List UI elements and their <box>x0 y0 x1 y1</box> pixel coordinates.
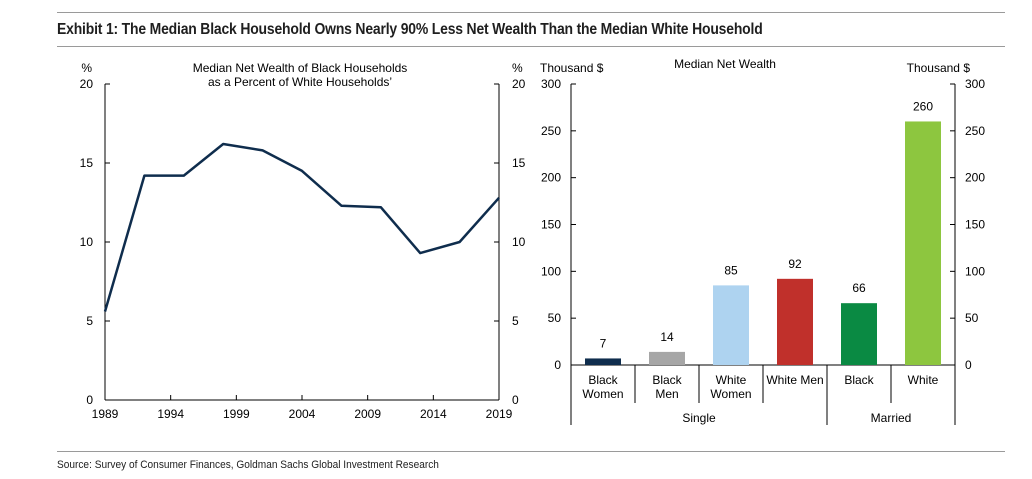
source-note: Source: Survey of Consumer Finances, Gol… <box>57 459 439 471</box>
line-x-tick-label: 1999 <box>223 407 250 421</box>
title-rule <box>57 46 1005 47</box>
line-left-tick-label: 15 <box>80 156 94 170</box>
bar-value-label: 92 <box>788 257 802 271</box>
line-right-tick-label: 5 <box>512 314 519 328</box>
bar-group-label: Single <box>682 411 716 425</box>
bar-right-tick-label: 250 <box>965 124 985 138</box>
bar-left-tick-label: 150 <box>541 218 561 232</box>
bar-category-label: White <box>908 373 939 387</box>
exhibit-title: Exhibit 1: The Median Black Household Ow… <box>57 21 763 38</box>
bar-left-tick-label: 50 <box>548 311 562 325</box>
bar-right-tick-label: 150 <box>965 218 985 232</box>
bar-right-tick-label: 200 <box>965 171 985 185</box>
line-right-tick-label: 10 <box>512 235 526 249</box>
line-chart-title-line2: as a Percent of White Households’ <box>208 75 392 89</box>
bar-right-tick-label: 50 <box>965 311 979 325</box>
bar-category-label: Women <box>710 387 751 401</box>
bar-chart-left-unit: Thousand $ <box>540 61 604 75</box>
bar-value-label: 66 <box>852 281 866 295</box>
bar <box>649 351 685 365</box>
line-x-tick-label: 2014 <box>420 407 447 421</box>
bar <box>841 303 877 365</box>
line-right-tick-label: 15 <box>512 156 526 170</box>
line-x-tick-label: 2019 <box>486 407 513 421</box>
bar-category-label: Black <box>588 373 618 387</box>
bar-left-tick-label: 300 <box>541 77 561 91</box>
bar-right-tick-label: 300 <box>965 77 985 91</box>
bar-category-label: Black <box>844 373 874 387</box>
line-series <box>103 142 500 312</box>
bar-left-tick-label: 250 <box>541 124 561 138</box>
bar-value-label: 7 <box>600 336 607 350</box>
line-x-tick-label: 1994 <box>157 407 184 421</box>
bar-chart-right-unit: Thousand $ <box>907 61 971 75</box>
bar <box>585 358 621 365</box>
bar-group-label: Married <box>871 411 912 425</box>
bar-chart-title: Median Net Wealth <box>674 57 776 71</box>
line-left-tick-label: 20 <box>80 77 94 91</box>
bar <box>713 285 749 365</box>
bottom-rule <box>57 451 1005 452</box>
bar <box>777 278 813 365</box>
bar-category-label: White Men <box>766 373 823 387</box>
bar-right-tick-label: 0 <box>965 358 972 372</box>
bar-left-tick-label: 0 <box>554 358 561 372</box>
line-left-tick-label: 10 <box>80 235 94 249</box>
line-chart-right-unit: % <box>512 61 523 75</box>
line-chart-left-unit: % <box>81 61 92 75</box>
line-x-tick-label: 2009 <box>354 407 381 421</box>
bar-left-tick-label: 100 <box>541 264 561 278</box>
line-x-tick-label: 1989 <box>92 407 119 421</box>
bar-left-tick-label: 200 <box>541 171 561 185</box>
bar-category-label: Black <box>652 373 682 387</box>
bar <box>905 121 941 365</box>
bar-value-label: 14 <box>660 330 674 344</box>
line-chart-title-line1: Median Net Wealth of Black Households <box>193 61 408 75</box>
line-left-tick-label: 5 <box>86 314 93 328</box>
bar-value-label: 85 <box>724 263 738 277</box>
line-right-tick-label: 20 <box>512 77 526 91</box>
line-left-tick-label: 0 <box>86 393 93 407</box>
line-x-tick-label: 2004 <box>289 407 316 421</box>
line-right-tick-label: 0 <box>512 393 519 407</box>
top-rule <box>57 12 1005 13</box>
bar-category-label: Women <box>582 387 623 401</box>
bar-category-label: Men <box>655 387 678 401</box>
bar-category-label: White <box>716 373 747 387</box>
bar-right-tick-label: 100 <box>965 264 985 278</box>
bar-value-label: 260 <box>913 99 933 113</box>
